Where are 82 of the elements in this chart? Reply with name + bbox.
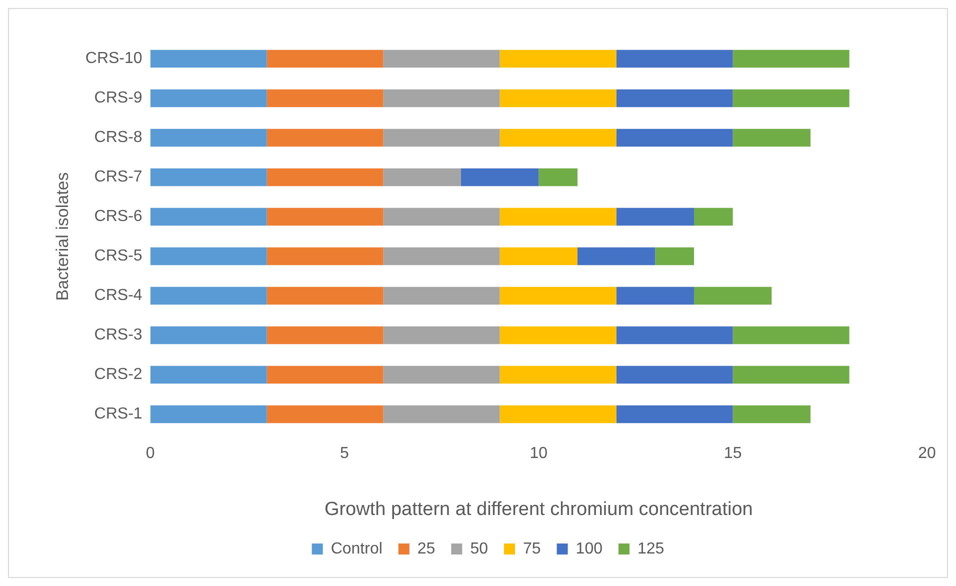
bar: [383, 326, 500, 344]
bar: [383, 208, 500, 226]
bar: [732, 128, 810, 147]
bar: [383, 366, 500, 384]
bar: [266, 89, 384, 108]
bar: [383, 286, 500, 305]
y-tick-label: CRS-8: [94, 129, 142, 146]
bar: [150, 50, 267, 68]
bar: [616, 326, 733, 344]
legend-label: 125: [637, 540, 664, 558]
bar: [150, 208, 267, 226]
bar: [500, 366, 616, 384]
bar: [150, 89, 267, 108]
bar: [266, 326, 384, 344]
bar: [266, 168, 384, 186]
y-tick-label: CRS-7: [94, 168, 142, 186]
bar: [732, 405, 810, 424]
bar: [694, 208, 733, 226]
bar: [616, 128, 733, 147]
x-axis-title: Growth pattern at different chromium concentration: [324, 498, 753, 520]
bar: [616, 50, 733, 68]
legend-label: 25: [417, 540, 436, 558]
x-tick-label: 15: [724, 445, 742, 462]
bar: [616, 89, 733, 108]
legend-label: 75: [522, 540, 541, 558]
bar: [266, 128, 384, 147]
y-tick-label: CRS-9: [94, 90, 142, 107]
bar: [266, 366, 384, 384]
y-tick-label: CRS-3: [94, 326, 142, 344]
bar: [500, 286, 616, 305]
legend-label: 100: [576, 540, 603, 558]
bar: [616, 208, 694, 226]
bar: [266, 247, 384, 266]
x-tick-label: 0: [146, 445, 155, 462]
bar: [383, 168, 461, 186]
bar: [266, 50, 384, 68]
bar: [500, 405, 616, 424]
x-tick-label: 10: [530, 445, 548, 462]
bar: [732, 89, 850, 108]
bar: [150, 326, 267, 344]
bar: [383, 89, 500, 108]
bar: [150, 247, 267, 266]
bar: [616, 286, 694, 305]
bar: [732, 326, 850, 344]
bar: [500, 208, 616, 226]
bar: [732, 366, 850, 384]
y-axis-title: Bacterial isolates: [52, 172, 72, 301]
y-tick-label: CRS-6: [94, 208, 142, 226]
bar: [383, 247, 500, 266]
bar: [150, 128, 267, 147]
bar: [655, 247, 694, 266]
bar: [266, 405, 384, 424]
bar: [538, 168, 578, 186]
bar: [500, 128, 616, 147]
bar: [616, 366, 733, 384]
y-tick-label: CRS-2: [94, 366, 142, 384]
bar: [150, 286, 267, 305]
bar: [460, 168, 539, 186]
legend-label: Control: [330, 540, 382, 558]
bar: [383, 128, 500, 147]
bar: [150, 405, 267, 424]
bar: [150, 168, 267, 186]
legend-label: 50: [470, 540, 488, 558]
bar: [500, 89, 616, 108]
bar: [266, 286, 384, 305]
x-tick-label: 5: [340, 445, 350, 462]
bar: [383, 405, 500, 424]
y-tick-label: CRS-1: [94, 406, 142, 423]
y-tick-label: CRS-10: [85, 50, 142, 68]
bar: [500, 326, 616, 344]
bar: [732, 50, 850, 68]
bar: [694, 286, 772, 305]
bar: [500, 247, 578, 266]
y-tick-label: CRS-5: [94, 248, 142, 265]
bar: [266, 208, 384, 226]
y-tick-label: CRS-4: [94, 287, 142, 304]
bar: [150, 366, 267, 384]
bar: [616, 405, 733, 424]
bar: [577, 247, 656, 266]
bar: [500, 50, 616, 68]
x-tick-label: 20: [918, 445, 936, 462]
bar: [383, 50, 500, 68]
